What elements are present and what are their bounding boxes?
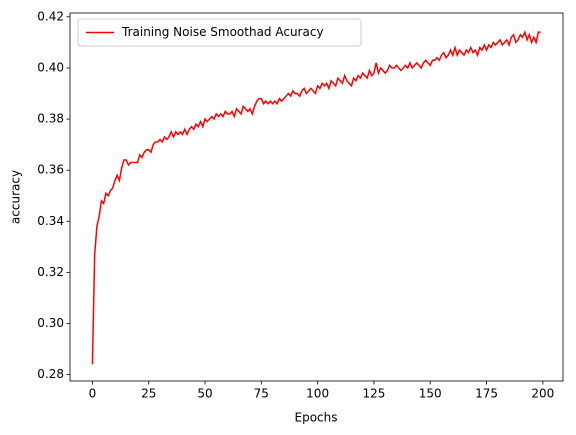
x-tick-label: 0	[89, 387, 97, 401]
y-tick-label: 0.30	[37, 316, 64, 330]
x-tick-label: 75	[254, 387, 269, 401]
x-tick-label: 25	[141, 387, 156, 401]
y-tick-label: 0.42	[37, 9, 64, 23]
x-tick-label: 100	[306, 387, 329, 401]
y-tick-label: 0.36	[37, 163, 64, 177]
x-tick-label: 50	[197, 387, 212, 401]
x-axis-label: Epochs	[295, 411, 338, 425]
x-tick-label: 175	[475, 387, 498, 401]
x-tick-label: 150	[419, 387, 442, 401]
legend-label: Training Noise Smoothad Acuracy	[121, 25, 324, 39]
legend-box	[77, 18, 362, 47]
x-tick-label: 200	[531, 387, 554, 401]
y-tick-label: 0.34	[37, 214, 64, 228]
plot-frame	[69, 12, 564, 382]
y-axis-label: accuracy	[9, 170, 23, 224]
x-tick-label: 125	[362, 387, 385, 401]
data-line	[91, 29, 541, 365]
y-tick-label: 0.40	[37, 60, 64, 74]
y-tick-label: 0.28	[37, 367, 64, 381]
y-tick-label: 0.32	[37, 265, 64, 279]
y-tick-label: 0.38	[37, 112, 64, 126]
